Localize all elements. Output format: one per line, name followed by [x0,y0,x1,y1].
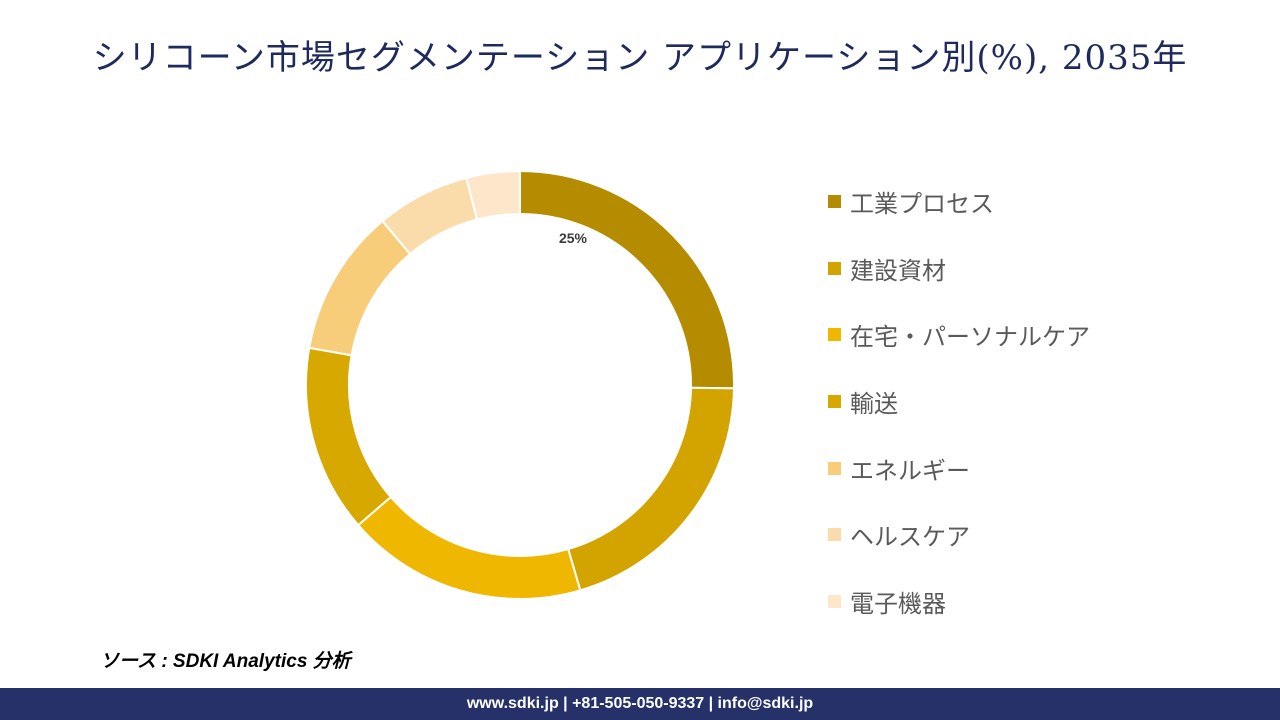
source-note: ソース : SDKI Analytics 分析 [100,651,351,672]
donut-slice-3 [356,495,582,600]
donut-chart: 25% [300,165,740,605]
legend-swatch [828,528,841,542]
legend-item: ヘルスケア [828,501,1268,568]
donut-slice-4 [305,346,393,527]
donut-slice-7 [465,169,521,221]
legend-item: 電子機器 [828,568,1268,635]
legend-label: エネルギー [850,456,970,485]
legend-label: 建設資材 [850,256,946,285]
footer-contact-bar: www.sdki.jp | +81-505-050-9337 | info@sd… [0,688,1280,720]
legend-swatch [828,461,841,475]
donut-chart-svg: 25% [305,169,735,600]
legend-swatch [828,328,841,342]
legend-item: 建設資材 [828,235,1268,302]
legend-item: 輸送 [828,368,1268,435]
legend-swatch [828,594,841,608]
donut-slice-5 [308,219,412,357]
legend-swatch [828,261,841,275]
chart-title: シリコーン市場セグメンテーション アプリケーション別(%), 2035年 [92,38,1188,78]
legend-label: ヘルスケア [850,523,970,552]
legend-swatch [828,194,841,208]
legend-label: 輸送 [850,389,898,418]
legend-item: エネルギー [828,435,1268,502]
data-label-1: 25% [559,230,588,246]
donut-slice-2 [566,386,735,592]
legend-item: 工業プロセス [828,168,1268,235]
legend-label: 電子機器 [850,589,946,618]
legend-swatch [828,394,841,408]
legend-label: 在宅・パーソナルケア [850,323,1090,352]
legend-label: 工業プロセス [850,189,994,218]
chart-legend: 工業プロセス 建設資材在宅・パーソナルケア 輸送エネルギーヘルスケア電子機器 [828,168,1268,635]
donut-slice-1 [519,169,735,390]
legend-item: 在宅・パーソナルケア [828,301,1268,368]
